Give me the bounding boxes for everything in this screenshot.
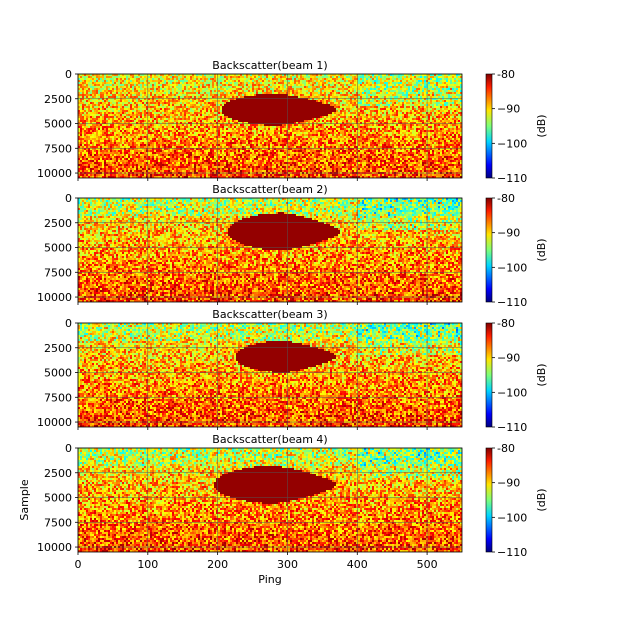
y-tick-label: 10000 xyxy=(37,291,72,304)
y-tick-label: 0 xyxy=(65,317,72,330)
panel-title: Backscatter(beam 3) xyxy=(212,308,327,321)
y-tick-label: 7500 xyxy=(44,266,72,279)
x-tick-label: 100 xyxy=(137,558,158,571)
panel-beam-3: Backscatter(beam 3) 0 2500 5000 7500 10000 -80… xyxy=(37,308,548,434)
y-tick-label: 2500 xyxy=(44,217,72,230)
y-tick-label: 7500 xyxy=(44,142,72,155)
colorbar-tick-label: −110 xyxy=(497,546,527,559)
y-tick-label: 2500 xyxy=(44,467,72,480)
y-tick-label: 10000 xyxy=(37,541,72,554)
colorbar-tick-label: -80 xyxy=(497,192,515,205)
y-axis-label: Sample xyxy=(18,479,31,520)
x-axis-label: Ping xyxy=(258,573,281,586)
colorbar-tick-label: −110 xyxy=(497,172,527,185)
colorbar xyxy=(485,197,493,303)
colorbar-tick-label: −90 xyxy=(497,477,520,490)
colorbar-tick-label: -80 xyxy=(497,317,515,330)
colorbar-tick-label: −110 xyxy=(497,421,527,434)
panel-title: Backscatter(beam 1) xyxy=(212,59,327,72)
colorbar-tick-label: −100 xyxy=(497,386,527,399)
y-tick-label: 5000 xyxy=(44,492,72,505)
colorbar-tick-label: -80 xyxy=(497,68,515,81)
colorbar-tick-label: −90 xyxy=(497,103,520,116)
axes-frame xyxy=(77,73,463,179)
colorbar xyxy=(485,73,493,179)
colorbar-label: (dB) xyxy=(535,488,548,511)
colorbar-tick-label: -80 xyxy=(497,442,515,455)
colorbar-tick-label: −100 xyxy=(497,511,527,524)
colorbar-label: (dB) xyxy=(535,363,548,386)
x-tick-label: 400 xyxy=(347,558,368,571)
colorbar-tick-label: −90 xyxy=(497,227,520,240)
y-tick-label: 2500 xyxy=(44,93,72,106)
y-tick-label: 0 xyxy=(65,442,72,455)
x-tick-label: 500 xyxy=(417,558,438,571)
colorbar-tick-label: −110 xyxy=(497,296,527,309)
panel-title: Backscatter(beam 4) xyxy=(212,433,327,446)
heatmap-image-beam-1 xyxy=(78,74,462,178)
x-tick-label: 200 xyxy=(207,558,228,571)
y-tick-label: 2500 xyxy=(44,342,72,355)
y-tick-label: 5000 xyxy=(44,242,72,255)
x-tick-label: 0 xyxy=(75,558,82,571)
y-tick-label: 7500 xyxy=(44,516,72,529)
heatmap-image-beam-3 xyxy=(78,323,462,427)
y-tick-label: 5000 xyxy=(44,118,72,131)
axes-frame xyxy=(77,197,463,303)
panel-beam-2: Backscatter(beam 2) 0 2500 5000 7500 10000 -80… xyxy=(37,183,548,309)
heatmap-image-beam-4 xyxy=(78,448,462,552)
y-tick-label: 0 xyxy=(65,192,72,205)
y-tick-label: 7500 xyxy=(44,391,72,404)
colorbar xyxy=(485,322,493,428)
y-tick-label: 10000 xyxy=(37,167,72,180)
x-tick-label: 300 xyxy=(277,558,298,571)
colorbar-label: (dB) xyxy=(535,238,548,261)
panel-title: Backscatter(beam 2) xyxy=(212,183,327,196)
axes-frame xyxy=(77,447,463,553)
colorbar-tick-label: −90 xyxy=(497,352,520,365)
panel-beam-1: Backscatter(beam 1) 0 2500 5000 7500 10000 -80… xyxy=(37,59,548,185)
colorbar-tick-label: −100 xyxy=(497,261,527,274)
y-tick-label: 10000 xyxy=(37,416,72,429)
axes-frame xyxy=(77,322,463,428)
colorbar xyxy=(485,447,493,553)
y-tick-label: 0 xyxy=(65,68,72,81)
heatmap-image-beam-2 xyxy=(78,198,462,302)
y-tick-label: 5000 xyxy=(44,367,72,380)
colorbar-tick-label: −100 xyxy=(497,137,527,150)
colorbar-label: (dB) xyxy=(535,114,548,137)
